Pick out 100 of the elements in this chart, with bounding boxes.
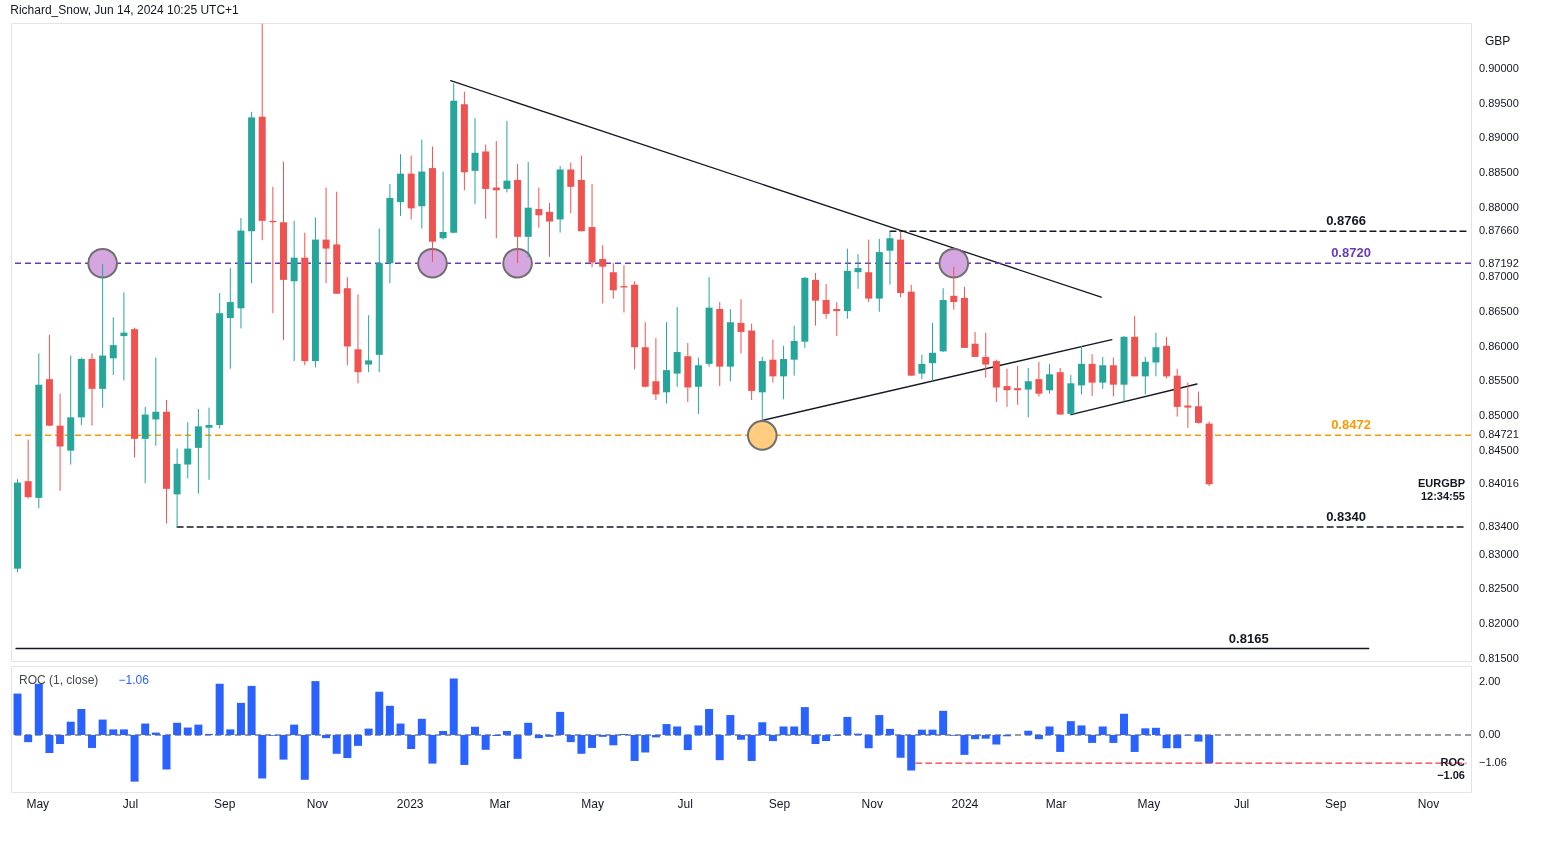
- candlestick: [354, 293, 362, 384]
- bar: [566, 734, 575, 743]
- candlestick: [620, 264, 628, 313]
- bar: [705, 708, 714, 735]
- bar: [332, 734, 341, 754]
- bar: [524, 722, 533, 735]
- bar: [1120, 713, 1129, 735]
- bar: [173, 722, 182, 735]
- bar: [215, 683, 224, 735]
- ref-line-label: 0.8472: [1331, 417, 1371, 433]
- bar: [917, 729, 926, 735]
- bar: [556, 711, 565, 735]
- bar: [641, 734, 650, 753]
- candlestick: [1088, 353, 1096, 397]
- annotation: ROC: [1440, 756, 1466, 769]
- bar: [77, 708, 86, 735]
- candlestick: [652, 337, 660, 401]
- x-tick-label: Jul: [122, 796, 139, 811]
- candlestick: [1003, 368, 1011, 408]
- bar: [364, 728, 373, 735]
- bar: [747, 734, 756, 761]
- x-tick-label: Nov: [861, 796, 883, 811]
- bar: [843, 716, 852, 735]
- bar: [98, 719, 107, 735]
- bar: [236, 702, 245, 735]
- bar: [715, 734, 724, 761]
- y-tick-label: 0.85000: [1479, 408, 1519, 421]
- bar: [992, 734, 1001, 745]
- bar: [1205, 734, 1214, 764]
- bar: [439, 730, 448, 735]
- candlestick: [205, 407, 213, 481]
- bar: [375, 691, 384, 735]
- y-tick-label: 0.86500: [1479, 304, 1519, 317]
- candlestick: [673, 306, 681, 388]
- candlestick: [56, 393, 64, 492]
- candlestick: [886, 230, 894, 286]
- bar: [481, 734, 490, 750]
- y-tick-label: 0.88000: [1479, 200, 1519, 213]
- candlestick: [365, 314, 373, 373]
- y-tick-label: 0.87000: [1479, 270, 1519, 283]
- y-tick-label: 0.84500: [1479, 443, 1519, 456]
- candlestick: [1046, 363, 1054, 395]
- candlestick: [694, 357, 702, 415]
- y-tick-label: 0.89000: [1479, 131, 1519, 144]
- bar: [460, 734, 469, 765]
- bar: [1162, 734, 1171, 749]
- candlestick: [982, 332, 990, 379]
- bar: [1151, 727, 1160, 735]
- bar: [1098, 726, 1107, 735]
- bar: [396, 723, 405, 735]
- candlestick: [811, 272, 819, 327]
- y-tick-label: 0.89500: [1479, 96, 1519, 109]
- bar: [779, 726, 788, 735]
- annotation: EURGBP: [1417, 477, 1465, 490]
- chart-title: Richard_Snow, Jun 14, 2024 10:25 UTC+1: [10, 3, 240, 17]
- bar: [343, 734, 352, 759]
- y-tick-label: 0.87660: [1479, 224, 1519, 237]
- candlestick: [1014, 365, 1022, 406]
- candlestick: [503, 120, 511, 193]
- bar: [385, 705, 394, 735]
- bar: [662, 724, 671, 735]
- bar: [1045, 726, 1054, 735]
- candlestick: [929, 322, 937, 382]
- bar: [417, 718, 426, 735]
- bar: [449, 678, 458, 735]
- bar: [226, 729, 235, 735]
- ref-line-label: 0.8720: [1331, 245, 1371, 261]
- y-tick-label: 0.00: [1479, 727, 1501, 740]
- bar: [588, 734, 597, 748]
- candlestick: [290, 220, 298, 362]
- candlestick: [1077, 345, 1085, 395]
- y-tick-label: 0.88500: [1479, 165, 1519, 178]
- y-tick-label: 0.86000: [1479, 339, 1519, 352]
- bar: [513, 734, 522, 759]
- bar: [1109, 734, 1118, 743]
- bar: [694, 725, 703, 735]
- candlestick: [769, 339, 777, 384]
- bar: [768, 734, 777, 742]
- bar: [407, 734, 416, 750]
- bar: [502, 730, 511, 735]
- bar: [130, 734, 139, 782]
- candlestick: [439, 171, 447, 241]
- bar: [875, 715, 884, 735]
- x-tick-label: Sep: [214, 796, 236, 811]
- x-tick-label: Sep: [768, 796, 791, 811]
- y-tick-label: 0.83000: [1479, 547, 1519, 560]
- bar: [322, 734, 331, 739]
- candlestick: [152, 357, 160, 447]
- y-tick-label: 0.83400: [1479, 520, 1519, 533]
- candlestick: [1099, 356, 1107, 390]
- candlestick: [918, 354, 926, 380]
- y-tick-label: 2.00: [1479, 674, 1501, 687]
- text: GBP: [1485, 34, 1511, 48]
- candlestick: [950, 266, 958, 311]
- bar: [56, 734, 65, 744]
- candlestick: [780, 345, 788, 400]
- candlestick: [1184, 382, 1192, 429]
- bar: [1066, 721, 1075, 735]
- bar: [1056, 734, 1065, 752]
- bar: [34, 683, 43, 735]
